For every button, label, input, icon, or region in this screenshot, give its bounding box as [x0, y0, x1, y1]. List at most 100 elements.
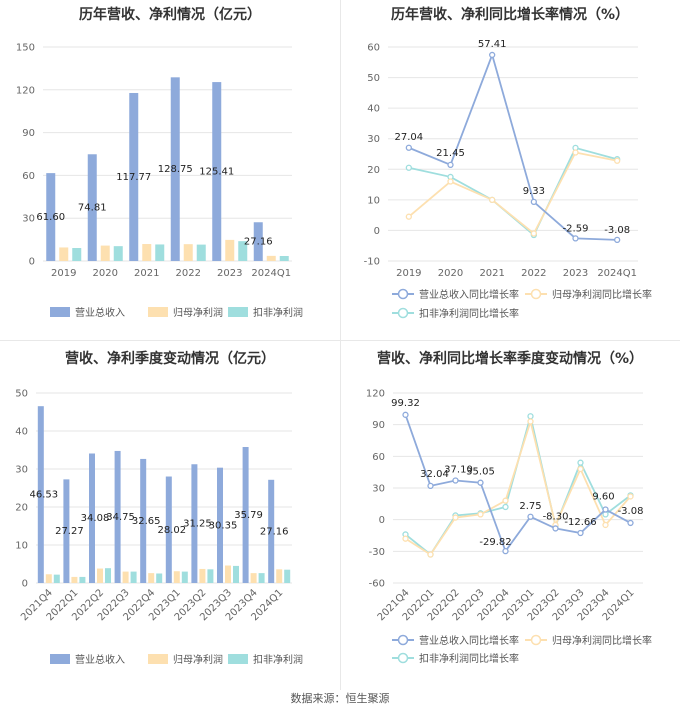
data-point	[452, 477, 459, 484]
legend-swatch	[228, 654, 248, 664]
y-tick-label: 10	[367, 195, 380, 206]
legend-label: 营业总收入	[75, 653, 125, 666]
data-point	[427, 551, 434, 558]
bar	[71, 576, 78, 583]
data-label: 117.77	[116, 172, 151, 183]
data-label: 57.41	[478, 39, 507, 50]
data-label: -2.59	[563, 223, 589, 234]
horizontal-divider	[0, 340, 680, 341]
bar	[266, 255, 276, 261]
legend-marker	[397, 288, 409, 300]
data-point	[477, 511, 484, 518]
data-point	[572, 235, 579, 242]
legend-marker	[397, 634, 409, 646]
series-line	[408, 52, 618, 241]
data-point	[402, 411, 409, 418]
data-point	[405, 144, 412, 151]
data-point	[602, 506, 609, 513]
data-point	[530, 230, 537, 237]
y-tick-label: 90	[22, 128, 35, 139]
data-point	[405, 213, 412, 220]
bar	[225, 565, 231, 583]
y-tick-label: 60	[22, 171, 35, 182]
data-point	[602, 521, 609, 529]
legend-label: 营业总收入	[75, 306, 125, 319]
bar	[59, 247, 69, 261]
x-tick-label: 2019	[396, 268, 421, 279]
y-tick-label: -60	[369, 579, 385, 590]
y-tick-label: -10	[364, 257, 380, 268]
bar	[113, 246, 123, 261]
bar	[79, 576, 86, 583]
bar	[72, 248, 82, 261]
y-tick-label: 30	[367, 134, 380, 145]
data-label: -29.82	[479, 537, 511, 548]
bar	[207, 569, 214, 583]
bar	[199, 568, 206, 583]
data-label: 32.65	[132, 516, 161, 527]
legend-swatch	[148, 307, 168, 317]
bar	[155, 244, 165, 261]
quarterly-revenue-profit-chart: 营收、净利季度变动情况（亿元） 0 10 20 30 40 50 2021Q4 2022Q1 2…	[0, 340, 340, 690]
bar	[170, 77, 180, 261]
data-label: 21.45	[436, 148, 465, 159]
legend-swatch	[228, 307, 248, 317]
x-tick-label: 2020	[93, 268, 118, 279]
data-label: 27.16	[244, 237, 273, 248]
bar	[37, 406, 44, 583]
data-point	[527, 418, 534, 425]
data-point	[447, 178, 454, 185]
data-point	[552, 525, 559, 532]
legend-swatch	[50, 654, 70, 664]
x-tick-label: 2023	[563, 268, 588, 279]
bar	[242, 446, 249, 583]
bar	[89, 453, 95, 583]
y-tick-label: 0	[29, 257, 35, 268]
data-label: 34.75	[106, 512, 135, 523]
bar	[100, 245, 110, 261]
legend-swatch	[50, 307, 70, 317]
bar	[191, 464, 198, 583]
legend-label: 营业总收入同比增长率	[419, 634, 519, 647]
bar	[129, 92, 139, 261]
data-point	[527, 513, 534, 520]
data-point	[489, 51, 496, 59]
data-label: 28.02	[157, 525, 186, 536]
bar	[173, 571, 180, 583]
data-label: -8.30	[543, 511, 569, 522]
y-tick-label: 10	[15, 541, 28, 552]
bar	[183, 244, 193, 261]
bar	[212, 82, 222, 262]
chart-svg: 0 30 60 90 120 150 2019 2020 2021 2022 2023 2024Q1 6…	[16, 43, 303, 320]
data-label: 9.60	[592, 492, 614, 503]
data-point	[489, 196, 496, 204]
data-point	[614, 236, 621, 243]
data-label: 2.75	[519, 501, 541, 512]
y-tick-label: 40	[15, 427, 28, 438]
y-tick-label: 50	[367, 73, 380, 84]
bar	[46, 173, 56, 261]
bar	[181, 571, 188, 583]
chart-title: 营收、净利同比增长率季度变动情况（%）	[376, 351, 644, 367]
y-tick-label: 60	[367, 43, 380, 54]
data-label: 27.04	[395, 132, 424, 143]
y-tick-label: 120	[366, 389, 385, 400]
y-tick-label: 50	[15, 389, 28, 400]
legend-swatch	[148, 654, 168, 664]
legend-marker	[397, 307, 409, 319]
data-point	[627, 493, 634, 500]
bar	[196, 244, 206, 261]
y-tick-label: -30	[369, 547, 385, 558]
data-point	[527, 413, 534, 420]
data-label: 99.32	[391, 398, 420, 409]
data-point	[502, 497, 509, 504]
y-tick-label: 20	[367, 165, 380, 176]
data-label: 31.25	[183, 519, 212, 530]
data-point	[477, 479, 484, 486]
bar	[105, 568, 111, 583]
data-label: -12.66	[564, 517, 596, 528]
data-label: 35.79	[234, 510, 263, 521]
series-line	[408, 151, 618, 235]
data-point	[577, 465, 584, 473]
data-label: 30.35	[209, 520, 238, 531]
